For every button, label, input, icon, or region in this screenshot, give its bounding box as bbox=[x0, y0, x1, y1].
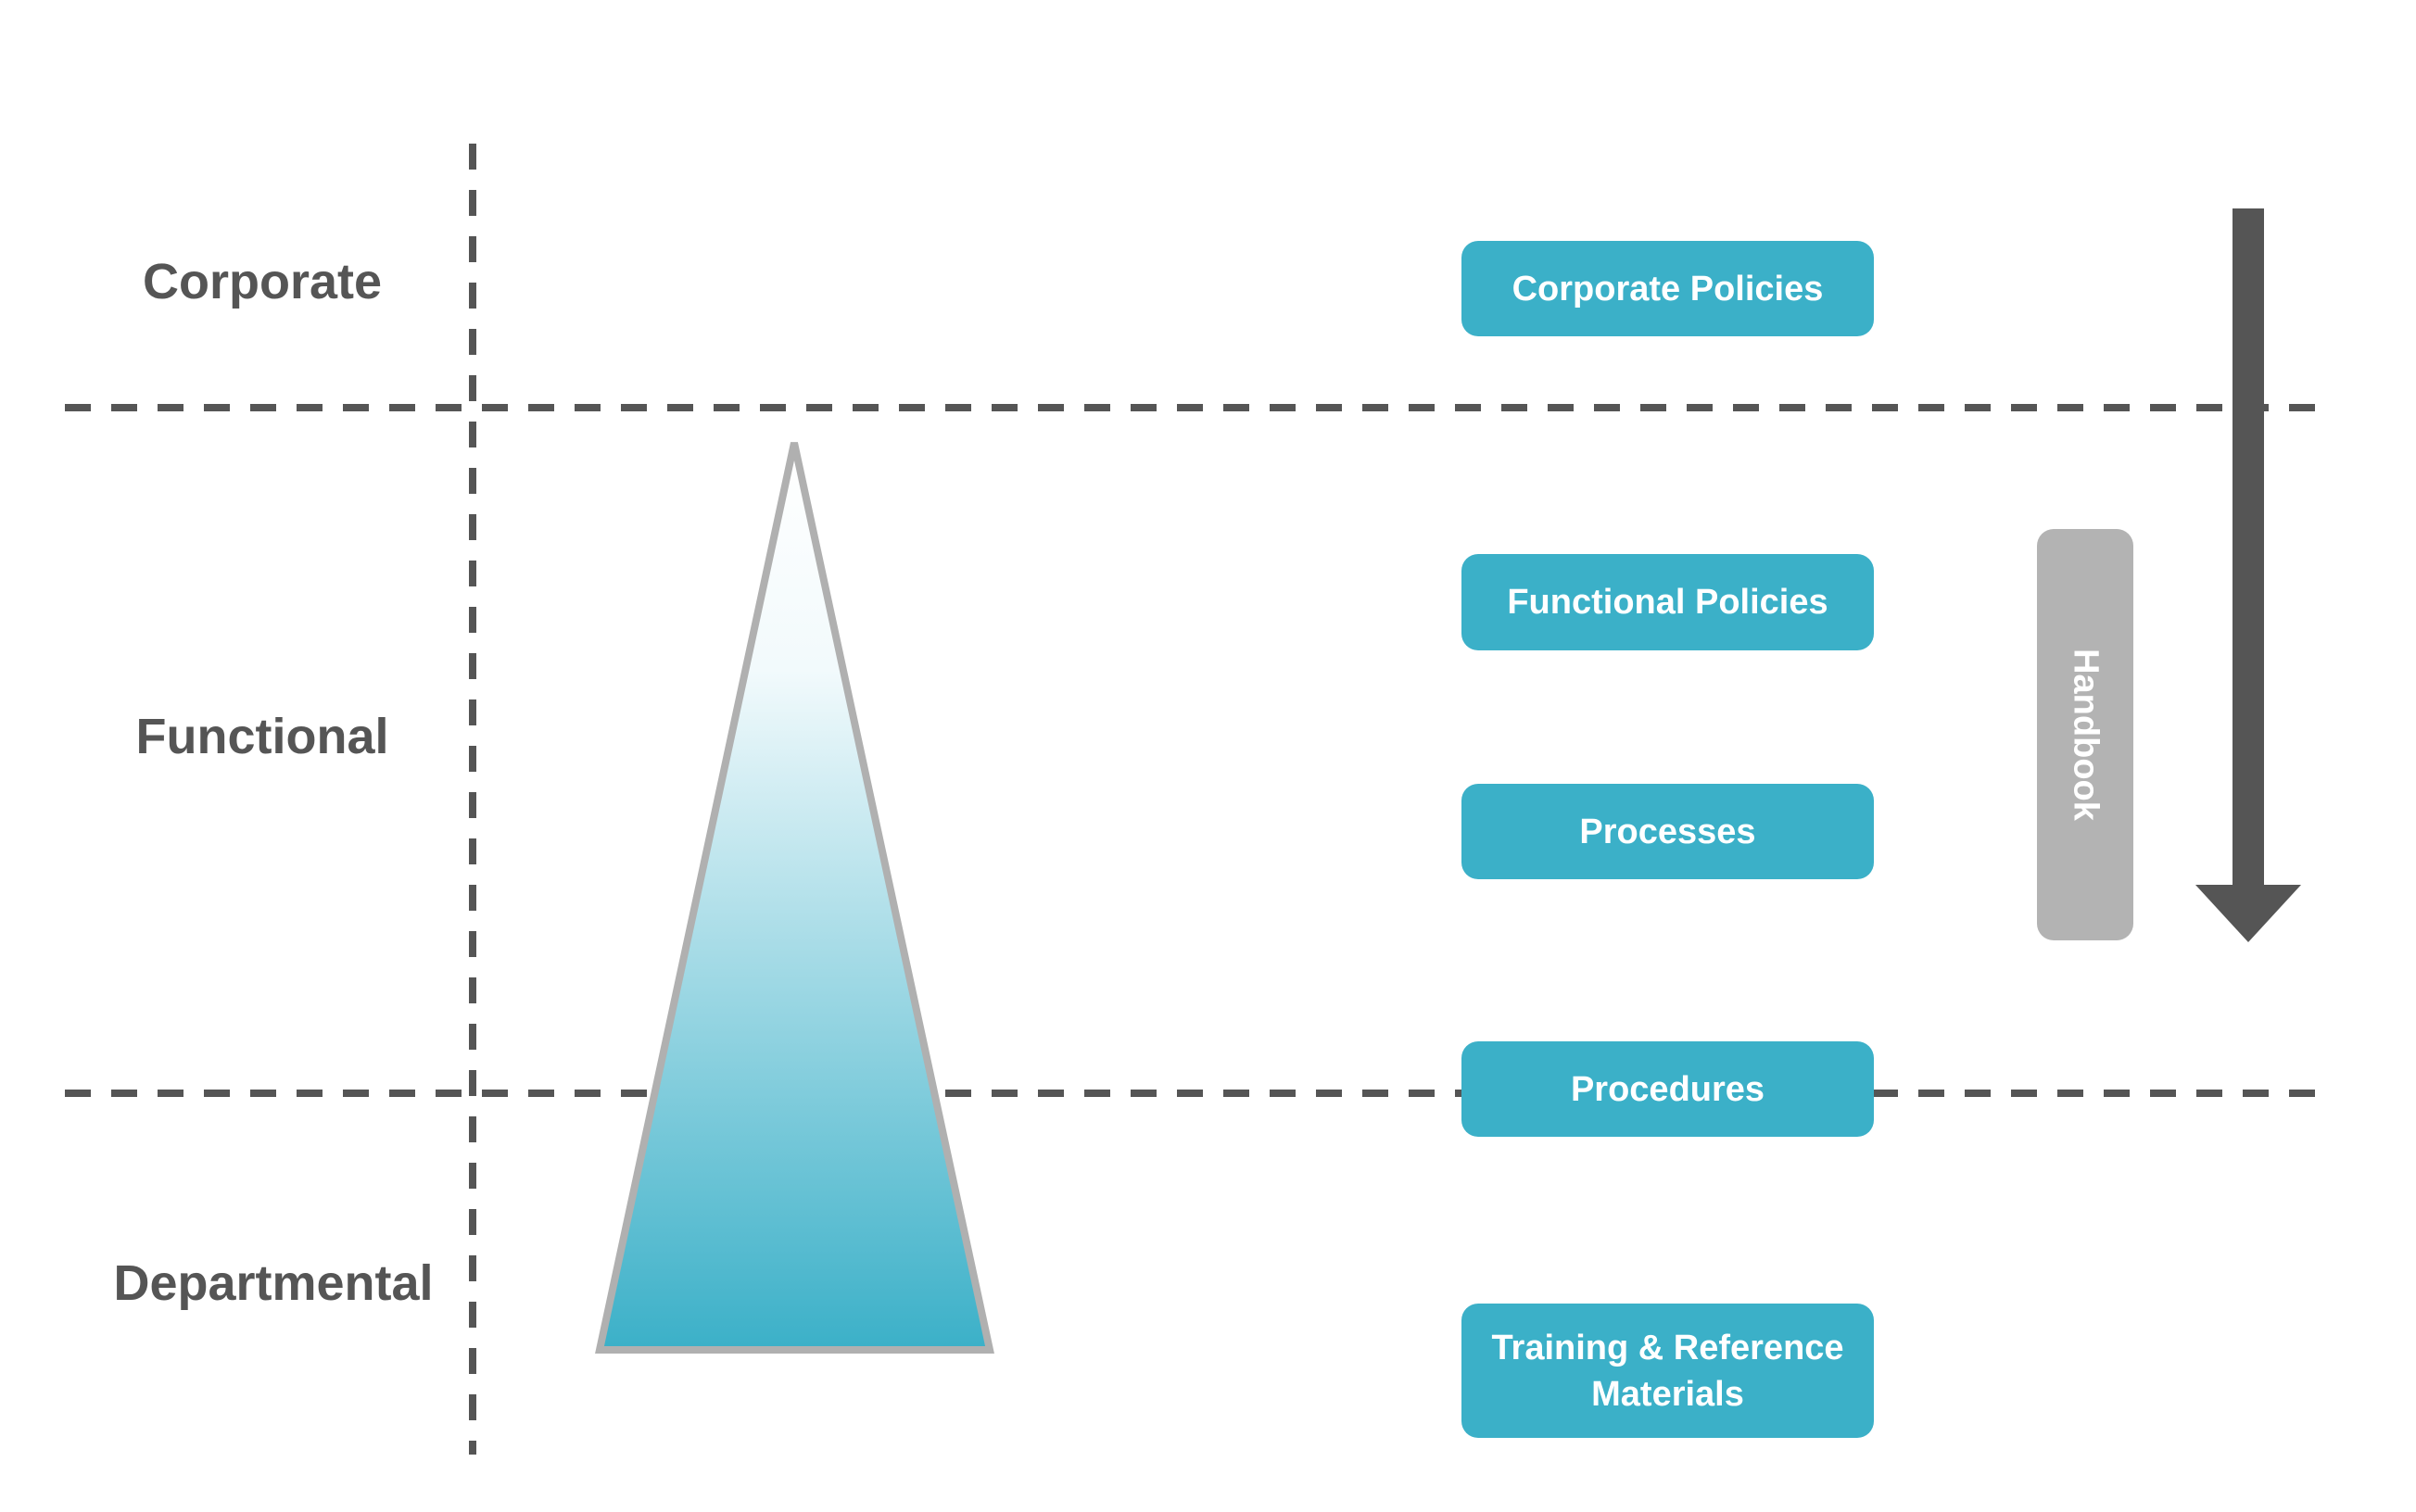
box-training-reference-materials: Training & Reference Materials bbox=[1461, 1304, 1874, 1438]
level-label-departmental: Departmental bbox=[113, 1255, 434, 1311]
handbook-label: Handbook bbox=[2066, 649, 2106, 821]
arrow-down-icon bbox=[2195, 208, 2301, 942]
level-label-corporate: Corporate bbox=[142, 254, 383, 309]
box-functional-policies: Functional Policies bbox=[1461, 554, 1874, 650]
box-processes: Processes bbox=[1461, 784, 1874, 879]
level-label-functional: Functional bbox=[135, 709, 389, 764]
box-corporate-policies: Corporate Policies bbox=[1461, 241, 1874, 336]
box-procedures: Procedures bbox=[1461, 1041, 1874, 1137]
triangle-gradient-icon bbox=[595, 442, 994, 1354]
handbook-bar: Handbook bbox=[2037, 529, 2133, 940]
